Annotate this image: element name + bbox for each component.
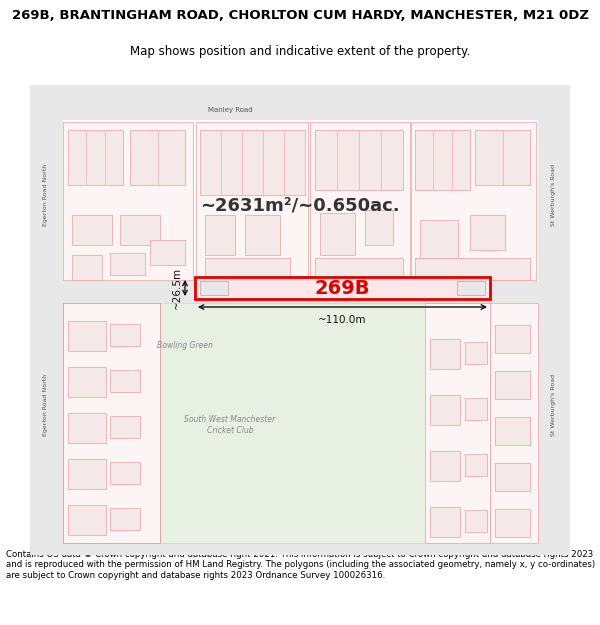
Bar xyxy=(110,416,140,438)
Bar xyxy=(310,122,410,280)
Bar xyxy=(320,213,355,255)
Bar xyxy=(62,281,538,303)
Text: ~2631m²/~0.650ac.: ~2631m²/~0.650ac. xyxy=(200,196,400,214)
Bar xyxy=(430,507,460,537)
Bar xyxy=(110,462,140,484)
Bar xyxy=(495,417,530,445)
Text: St Werburgh's Road: St Werburgh's Road xyxy=(551,164,557,226)
Polygon shape xyxy=(538,85,570,555)
Bar xyxy=(30,543,570,555)
Bar xyxy=(495,509,530,537)
Bar xyxy=(63,303,160,543)
Bar xyxy=(420,220,458,260)
Bar xyxy=(495,463,530,491)
Bar xyxy=(68,413,106,443)
Text: 269B, BRANTINGHAM ROAD, CHORLTON CUM HARDY, MANCHESTER, M21 0DZ: 269B, BRANTINGHAM ROAD, CHORLTON CUM HAR… xyxy=(11,9,589,22)
Bar xyxy=(63,122,193,280)
Bar xyxy=(200,281,228,295)
Bar xyxy=(465,342,487,364)
Bar xyxy=(465,398,487,420)
Bar xyxy=(160,303,490,543)
Bar xyxy=(430,451,460,481)
Bar xyxy=(315,130,403,190)
Bar xyxy=(430,339,460,369)
Bar xyxy=(68,505,106,535)
Bar xyxy=(465,454,487,476)
Bar xyxy=(110,324,140,346)
Bar xyxy=(205,258,290,280)
Bar xyxy=(196,122,308,280)
Bar xyxy=(465,510,487,532)
Text: South West Manchester
Cricket Club: South West Manchester Cricket Club xyxy=(184,415,275,435)
Bar xyxy=(72,215,112,245)
Bar xyxy=(205,215,235,255)
Bar xyxy=(110,370,140,392)
Bar xyxy=(315,258,403,280)
Bar xyxy=(365,210,393,245)
Bar xyxy=(110,253,145,275)
Text: Manley Road: Manley Road xyxy=(208,107,253,113)
Text: Contains OS data © Crown copyright and database right 2021. This information is : Contains OS data © Crown copyright and d… xyxy=(6,550,595,580)
Bar xyxy=(457,281,485,295)
Bar xyxy=(63,303,160,543)
Text: Map shows position and indicative extent of the property.: Map shows position and indicative extent… xyxy=(130,45,470,58)
Text: St Werburgh's Road: St Werburgh's Road xyxy=(551,374,557,436)
Bar xyxy=(411,122,536,280)
Bar xyxy=(425,303,490,543)
Bar xyxy=(120,215,160,245)
Bar xyxy=(495,325,530,353)
Text: ~110.0m: ~110.0m xyxy=(318,315,367,325)
Bar xyxy=(130,130,185,185)
Bar xyxy=(415,258,530,280)
Bar xyxy=(68,367,106,397)
Text: Egerton Road North: Egerton Road North xyxy=(44,164,49,226)
Bar xyxy=(150,240,185,265)
Bar xyxy=(200,130,305,195)
Bar xyxy=(495,371,530,399)
Bar xyxy=(110,508,140,530)
Bar xyxy=(430,395,460,425)
Bar xyxy=(68,321,106,351)
Polygon shape xyxy=(30,85,62,555)
Bar xyxy=(30,85,570,120)
Bar xyxy=(68,459,106,489)
Bar xyxy=(72,255,102,280)
Bar xyxy=(415,130,470,190)
Bar xyxy=(245,215,280,255)
Text: Bowling Green: Bowling Green xyxy=(157,341,213,349)
Bar xyxy=(195,277,490,299)
Bar xyxy=(470,215,505,250)
Text: Egerton Road North: Egerton Road North xyxy=(44,374,49,436)
Bar xyxy=(68,130,123,185)
Text: 269B: 269B xyxy=(315,279,370,298)
Bar xyxy=(475,130,530,185)
Text: ~26.5m: ~26.5m xyxy=(172,267,182,309)
Bar xyxy=(490,303,538,543)
